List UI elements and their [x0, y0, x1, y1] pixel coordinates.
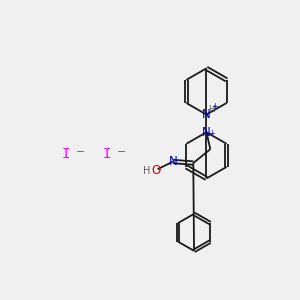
- Text: I: I: [62, 147, 70, 161]
- Text: N: N: [169, 155, 178, 168]
- Text: I: I: [103, 147, 111, 161]
- Text: +: +: [212, 102, 218, 111]
- Text: O: O: [152, 164, 161, 177]
- Text: −: −: [117, 146, 127, 157]
- Text: N: N: [202, 126, 211, 139]
- Text: +: +: [208, 129, 215, 138]
- Text: H: H: [143, 166, 151, 176]
- Text: N: N: [202, 108, 211, 121]
- Text: −: −: [76, 146, 86, 157]
- Text: H: H: [208, 105, 214, 114]
